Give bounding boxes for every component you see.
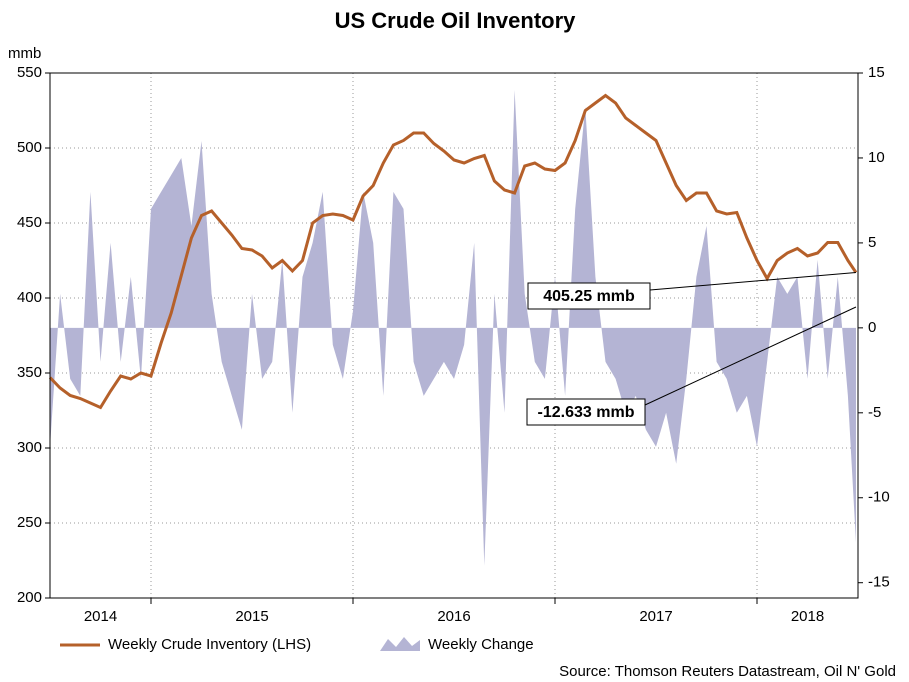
y-tick-label: 300	[17, 439, 42, 456]
legend-label: Weekly Change	[428, 636, 534, 653]
y-tick-label: 500	[17, 139, 42, 156]
annotation-box	[527, 282, 651, 310]
y-tick-label: 450	[17, 214, 42, 231]
x-tick-label: 2016	[437, 608, 470, 625]
y2-tick-label: 0	[868, 319, 876, 336]
legend-label: Weekly Crude Inventory (LHS)	[108, 636, 311, 653]
x-tick-label: 2014	[84, 608, 117, 625]
annotation: 405.25 mmb	[543, 288, 635, 305]
y2-tick-label: 10	[868, 149, 885, 166]
y-tick-label: 550	[17, 64, 42, 81]
y-axis-label: mmb	[8, 45, 41, 62]
y-tick-label: 400	[17, 289, 42, 306]
y2-tick-label: 15	[868, 64, 885, 81]
annotation-box	[526, 398, 646, 426]
y2-tick-label: 5	[868, 234, 876, 251]
y-tick-label: 250	[17, 514, 42, 531]
inventory-line	[48, 93, 858, 410]
change-area	[50, 89, 856, 566]
y2-tick-label: -5	[868, 404, 881, 421]
y-tick-label: 350	[17, 364, 42, 381]
annotation: -12.633 mmb	[538, 404, 635, 421]
source: Source: Thomson Reuters Datastream, Oil …	[559, 663, 896, 680]
annotation-pointer	[649, 272, 857, 291]
x-tick-label: 2015	[235, 608, 268, 625]
y2-tick-label: -15	[868, 574, 890, 591]
legend-swatch	[380, 637, 420, 651]
chart-title: US Crude Oil Inventory	[335, 8, 577, 33]
x-tick-label: 2017	[639, 608, 672, 625]
y2-tick-label: -10	[868, 489, 890, 506]
annotation-pointer	[644, 306, 857, 406]
x-tick-label: 2018	[791, 608, 824, 625]
plot-frame	[49, 72, 859, 599]
y-tick-label: 200	[17, 589, 42, 606]
